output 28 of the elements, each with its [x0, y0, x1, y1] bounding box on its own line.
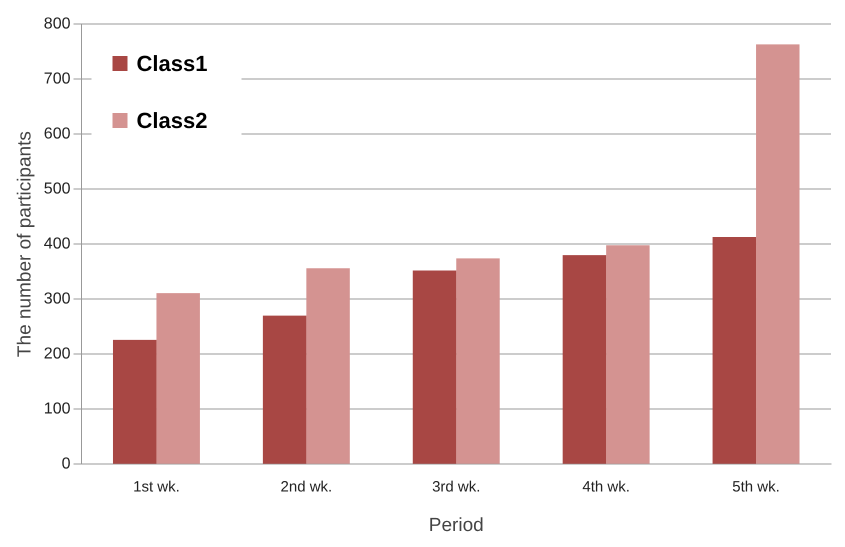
bar: [456, 258, 500, 464]
bar: [756, 44, 800, 464]
bar: [306, 268, 350, 464]
bar: [112, 340, 156, 464]
legend-label: Class1: [136, 51, 208, 76]
x-tick-label: 1st wk.: [133, 478, 180, 496]
bar: [606, 245, 650, 464]
x-tick-label: 2nd wk.: [280, 478, 332, 496]
bar: [562, 255, 606, 464]
y-tick-label: 500: [44, 180, 71, 198]
bar: [262, 316, 306, 464]
y-tick-label: 100: [44, 400, 71, 418]
bar: [712, 236, 756, 464]
x-axis-title: Period: [428, 514, 484, 536]
y-tick-label: 300: [44, 290, 71, 308]
y-tick-label: 200: [44, 346, 71, 363]
y-axis-title: The number of participants: [14, 131, 36, 358]
x-tick-label: 4th wk.: [582, 478, 630, 496]
x-tick-label: 3rd wk.: [432, 478, 480, 496]
bar: [412, 270, 456, 464]
y-tick-label: 400: [44, 236, 71, 253]
legend-label: Class2: [136, 108, 208, 134]
y-tick-label: 0: [62, 456, 71, 473]
y-tick-label: 800: [44, 15, 71, 32]
y-tick-label: 600: [44, 125, 71, 142]
x-tick-label: 5th wk.: [732, 478, 780, 496]
y-tick-label: 700: [44, 70, 71, 88]
bar: [156, 293, 200, 464]
